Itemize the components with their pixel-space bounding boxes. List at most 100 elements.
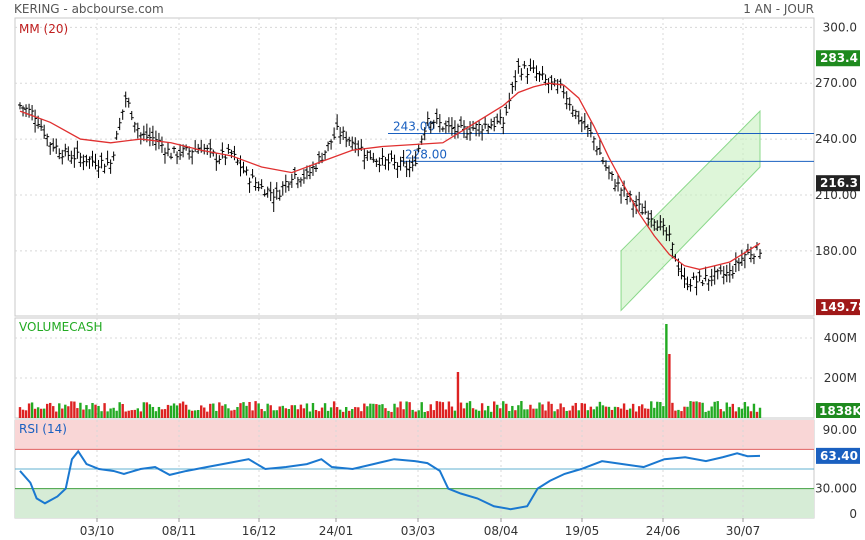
volume-bar: [224, 404, 227, 418]
ohlc-bar: [220, 142, 225, 159]
volume-bar: [166, 404, 170, 418]
volume-bar: [341, 411, 345, 418]
ohlc-bar: [323, 150, 328, 160]
ohlc-bar: [643, 200, 648, 215]
ohlc-bar: [658, 215, 663, 231]
volume-bar: [305, 403, 309, 418]
volume-bar: [79, 402, 82, 418]
price-tick-label: 210.00: [815, 188, 857, 202]
ohlc-bar: [564, 91, 569, 110]
ohlc-bar: [159, 136, 164, 153]
ohlc-bar: [549, 75, 554, 91]
volume-bar: [641, 404, 644, 418]
ohlc-bar: [401, 150, 406, 167]
rsi-oversold-band: [15, 488, 814, 518]
volume-bar: [335, 407, 339, 418]
ohlc-bar: [144, 123, 149, 143]
ohlc-bar: [214, 153, 219, 171]
volume-bar: [263, 411, 266, 418]
ohlc-bar: [398, 156, 403, 171]
volume-bar: [625, 409, 629, 418]
volume-bar: [88, 409, 91, 418]
volume-bar: [725, 402, 728, 418]
volume-bar: [106, 411, 109, 418]
volume-bar: [677, 409, 680, 418]
volume-bar: [622, 403, 626, 418]
ohlc-bar: [537, 71, 542, 82]
ohlc-bar: [33, 109, 38, 133]
volume-bar: [193, 410, 197, 418]
volume-bar: [115, 410, 118, 418]
ohlc-bar: [561, 85, 566, 99]
volume-bar: [471, 408, 475, 418]
volume-tick-label: 200M: [824, 371, 857, 385]
ohlc-bar: [24, 104, 29, 117]
ohlc-bar: [685, 276, 690, 291]
volume-bar: [447, 401, 451, 418]
ohlc-bar: [329, 139, 334, 150]
volume-bar: [160, 409, 164, 418]
volume-bar: [381, 404, 384, 418]
volume-bar: [435, 401, 439, 418]
ohlc-bar: [123, 91, 128, 108]
ohlc-bar: [504, 104, 509, 116]
ohlc-bar: [540, 65, 545, 81]
ohlc-bar: [625, 192, 630, 205]
ohlc-bar: [570, 105, 575, 117]
ohlc-bar: [283, 174, 288, 193]
rsi-axis: 0 30.000 90.00 63.40: [815, 423, 860, 521]
ohlc-bar: [81, 154, 86, 171]
volume-bar: [511, 405, 514, 418]
ohlc-bar: [395, 162, 400, 178]
volume-bar: [154, 411, 158, 418]
volume-bar: [529, 404, 532, 418]
ohlc-bar: [335, 114, 340, 130]
volume-bar: [103, 403, 106, 418]
ohlc-bar: [141, 125, 146, 142]
volume-bar: [76, 408, 79, 418]
ohlc-bar: [721, 266, 726, 285]
volume-bar: [230, 410, 233, 418]
volume-bar: [248, 402, 251, 418]
volume-bar: [27, 403, 31, 418]
volume-bar: [644, 408, 647, 418]
rsi-tick-label: 30.000: [815, 482, 857, 496]
volume-bar: [302, 408, 306, 418]
ohlc-bar: [60, 149, 65, 165]
volume-bar: [716, 401, 719, 418]
price-tick-label: 300.0: [823, 20, 857, 34]
ohlc-bar: [45, 133, 50, 147]
volume-bar: [97, 405, 100, 418]
volume-bar: [363, 403, 366, 418]
ohlc-bar: [416, 143, 421, 152]
ohlc-bar: [516, 58, 521, 74]
ohlc-bar: [670, 242, 675, 259]
volume-bar: [722, 411, 725, 418]
volume-bar: [689, 401, 692, 418]
volume-bar: [357, 407, 360, 418]
ohlc-bar: [389, 150, 394, 162]
volume-bar: [544, 410, 547, 418]
volume-bar: [112, 407, 115, 418]
volume-bar: [351, 409, 354, 418]
volume-bar: [499, 408, 502, 418]
ohlc-bar: [522, 60, 527, 69]
ohlc-bar: [93, 153, 98, 170]
ohlc-bar: [178, 144, 183, 160]
volume-legend: VOLUMECASH: [19, 320, 102, 334]
x-tick-label: 03/10: [80, 524, 115, 538]
ohlc-bar: [277, 189, 282, 201]
volume-bar: [127, 410, 130, 418]
volume-bar: [390, 411, 393, 418]
volume-bar: [311, 402, 315, 418]
ohlc-bar: [69, 150, 74, 164]
volume-bar: [502, 401, 505, 418]
ohlc-bar: [443, 120, 448, 134]
volume-bar: [317, 411, 321, 418]
volume-bar: [239, 403, 242, 418]
volume-bar: [345, 407, 348, 418]
ohlc-bar: [310, 161, 315, 176]
ohlc-bar: [724, 264, 729, 283]
volume-bar: [281, 405, 284, 418]
